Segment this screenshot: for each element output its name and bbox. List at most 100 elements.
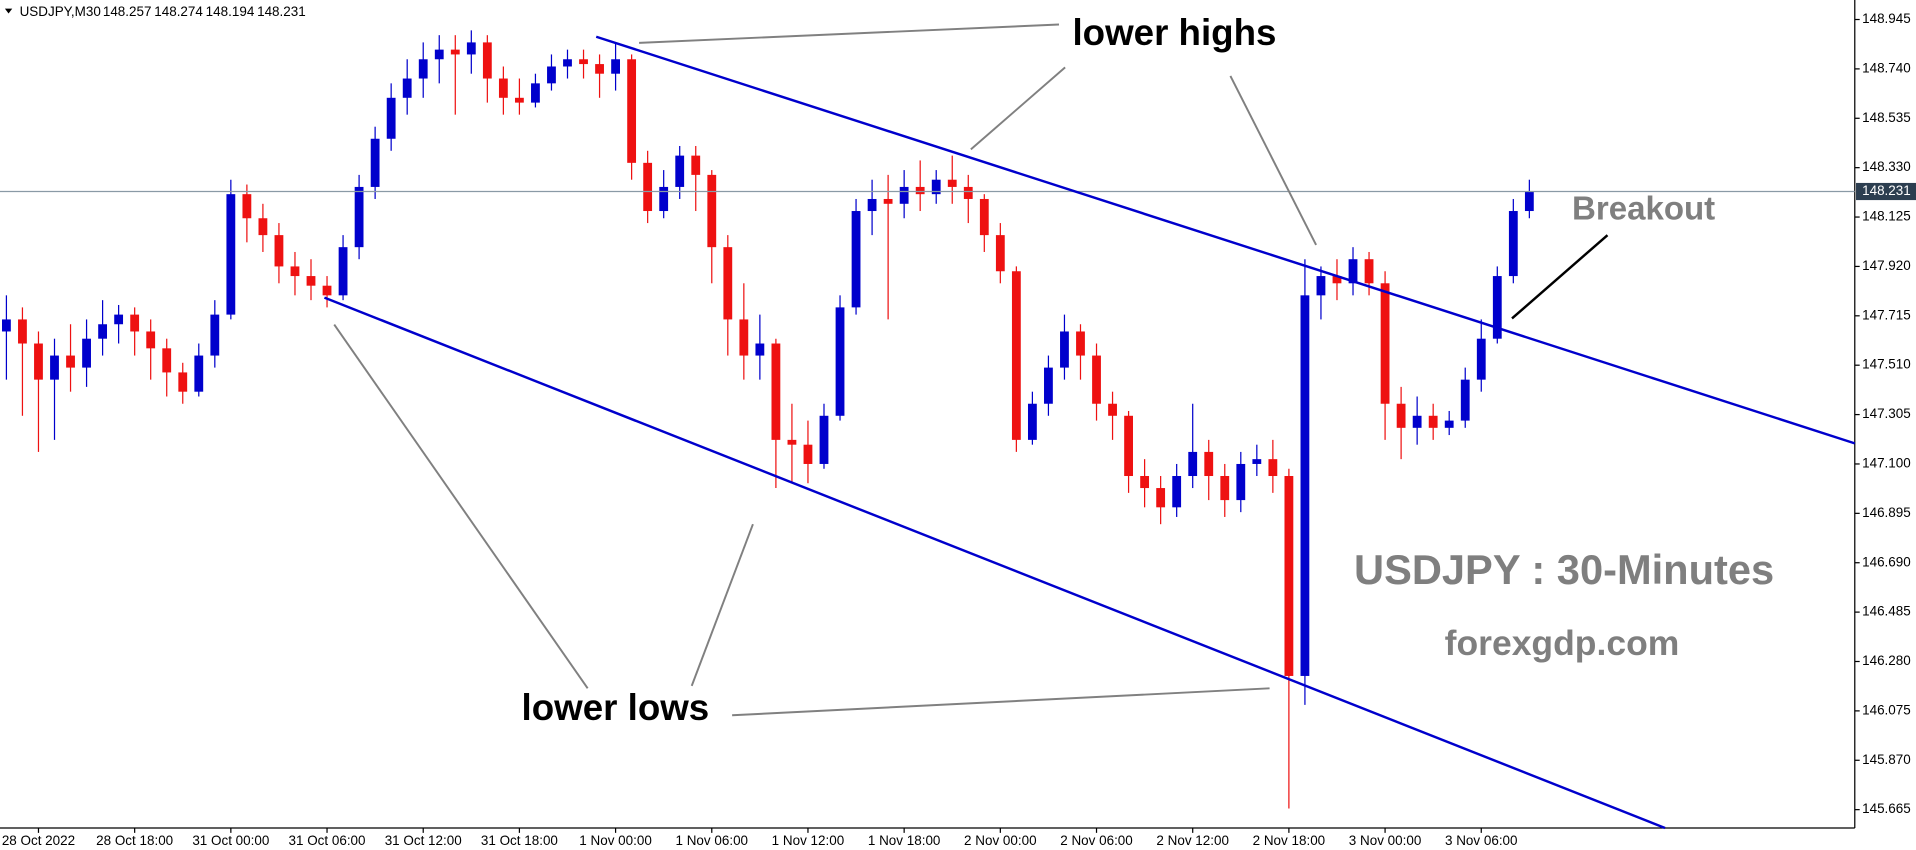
candle-body: [755, 343, 765, 356]
ohlc-low: 148.194: [206, 4, 255, 19]
x-tick-label: 2 Nov 18:00: [1253, 833, 1326, 848]
candle-body: [1044, 367, 1053, 404]
candle-body: [707, 174, 717, 248]
ohlc-close: 148.231: [257, 4, 306, 19]
candle-body: [1332, 276, 1342, 284]
y-tick-label: 146.690: [1862, 554, 1911, 569]
pointer: [1511, 234, 1609, 320]
x-tick-label: 3 Nov 06:00: [1445, 833, 1518, 848]
x-tick-label: 2 Nov 00:00: [964, 833, 1037, 848]
candle-body: [1011, 271, 1021, 440]
candle-body: [1316, 276, 1326, 296]
candle-body: [66, 355, 75, 368]
ohlc-open: 148.257: [103, 4, 152, 19]
y-tick-label: 148.330: [1862, 159, 1911, 174]
pointer: [1229, 75, 1317, 246]
candle-body: [1284, 476, 1294, 676]
candle-body: [771, 343, 781, 440]
candle-body: [1108, 403, 1117, 416]
candle-body: [18, 319, 27, 344]
candle-body: [1027, 403, 1037, 440]
candle-body: [947, 179, 957, 187]
candle-body: [643, 162, 653, 212]
candle-body: [1140, 476, 1150, 489]
candle-body: [82, 338, 91, 368]
candle-body: [466, 42, 476, 55]
candle-body: [482, 42, 492, 79]
candle-body: [322, 285, 332, 296]
candle-body: [130, 314, 140, 332]
x-tick-label: 31 Oct 12:00: [385, 833, 462, 848]
candle-body: [563, 59, 572, 67]
y-tick-label: 145.665: [1862, 801, 1911, 816]
ohlc-high: 148.274: [154, 4, 203, 19]
annotation: lower lows: [522, 687, 710, 728]
menu-arrow: [4, 8, 13, 14]
plot: [0, 30, 1855, 809]
candle-body: [258, 218, 268, 236]
y-tick-label: 147.100: [1862, 456, 1911, 471]
y-tick-label: 146.075: [1862, 702, 1911, 717]
pointer: [690, 523, 754, 687]
candle-body: [370, 138, 380, 187]
x-tick-label: 1 Nov 18:00: [868, 833, 941, 848]
candle-body: [1492, 276, 1502, 339]
candle-body: [354, 186, 364, 248]
annotation: lower highs: [1072, 12, 1276, 53]
candle-body: [995, 235, 1005, 272]
last-price-label: 148.231: [1862, 183, 1911, 198]
candle-body: [274, 235, 284, 267]
x-tick-label: 28 Oct 2022: [2, 833, 75, 848]
upper-trendline: [595, 35, 1856, 445]
candle-body: [931, 179, 941, 195]
candle-body: [1252, 459, 1262, 464]
y-tick-label: 147.715: [1862, 307, 1911, 322]
x-tick-label: 31 Oct 18:00: [481, 833, 558, 848]
candle-body: [1364, 259, 1374, 284]
candle-body: [867, 198, 877, 212]
candle-body: [98, 324, 108, 339]
candle-body: [1524, 191, 1534, 212]
y-tick-label: 148.125: [1862, 209, 1911, 224]
y-tick-label: 148.740: [1862, 60, 1911, 75]
candle-body: [1460, 379, 1470, 421]
y-tick-label: 145.870: [1862, 752, 1911, 767]
y-tick-label: 146.895: [1862, 505, 1911, 520]
candle-body: [803, 444, 813, 464]
candle-body: [1444, 420, 1454, 428]
candle-body: [787, 439, 797, 445]
candle-body: [386, 97, 396, 139]
candle-body: [2, 319, 11, 332]
y-tick-label: 146.280: [1862, 653, 1911, 668]
candle-body: [963, 186, 973, 199]
candle-body: [595, 64, 604, 74]
candle-body: [1220, 476, 1230, 501]
y-tick-label: 147.920: [1862, 258, 1911, 273]
candle-body: [691, 155, 701, 175]
candle-body: [579, 59, 588, 65]
candle-body: [1412, 415, 1422, 428]
candle-body: [402, 78, 412, 98]
candle-body: [675, 155, 685, 187]
candle-body: [1348, 259, 1358, 284]
lower-trendline: [323, 296, 1666, 830]
candle-body: [547, 66, 556, 84]
x-tick-label: 2 Nov 12:00: [1156, 833, 1229, 848]
x-tick-label: 28 Oct 18:00: [96, 833, 173, 848]
y-tick-label: 148.535: [1862, 110, 1911, 125]
candle-body: [1476, 338, 1486, 380]
candle-body: [1124, 415, 1133, 477]
candle-body: [1060, 331, 1069, 368]
x-tick-label: 3 Nov 00:00: [1349, 833, 1422, 848]
candle-body: [338, 247, 348, 296]
candle-body: [1396, 403, 1406, 428]
candle-body: [835, 307, 845, 416]
candle-body: [210, 314, 220, 356]
pointer: [333, 324, 589, 689]
x-tick-label: 31 Oct 00:00: [192, 833, 269, 848]
candle-body: [178, 372, 188, 392]
